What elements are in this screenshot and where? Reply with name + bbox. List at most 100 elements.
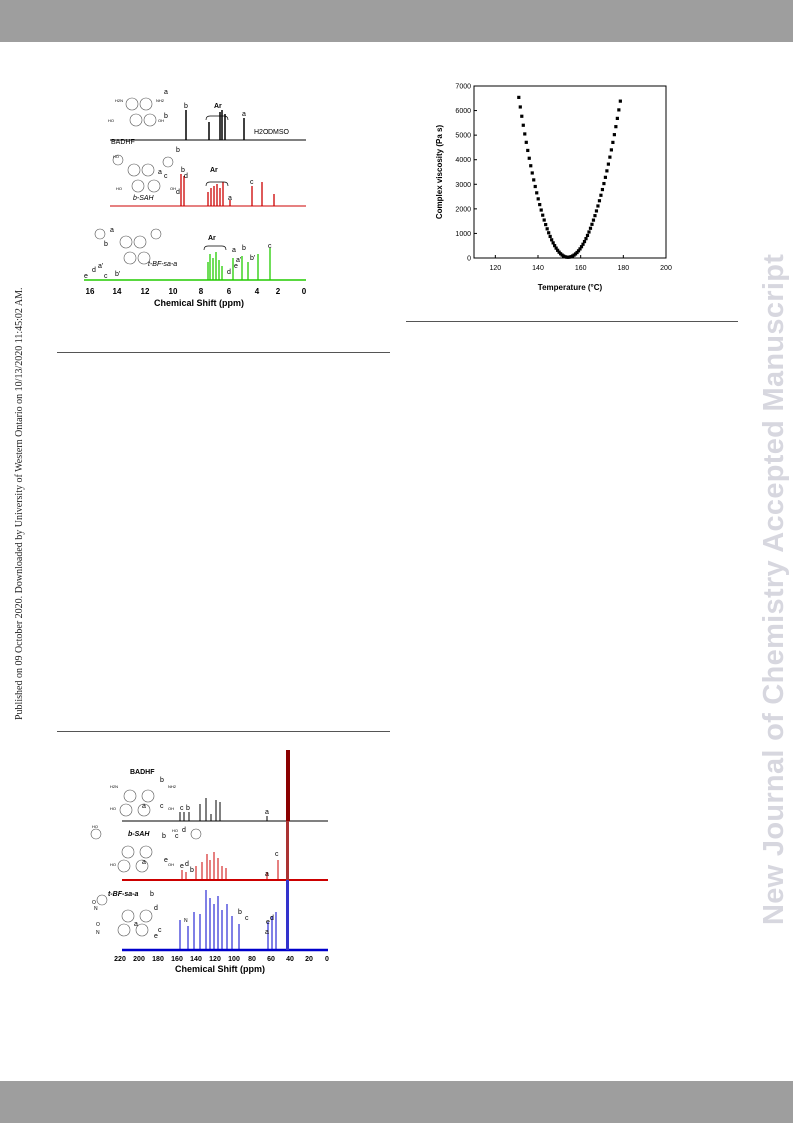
svg-text:200: 200 <box>133 956 145 963</box>
x-axis-label: Temperature (°C) <box>538 283 603 292</box>
trace-label-bsah: b-SAH <box>128 831 150 838</box>
trace-label-badhf: BADHF <box>111 139 135 146</box>
svg-text:DMSO: DMSO <box>268 129 290 136</box>
data-point <box>590 222 594 226</box>
y-tick-label: 6000 <box>455 108 471 115</box>
page-footer-bar <box>0 1081 793 1123</box>
h-nmr-figure: BADHF H2N NH2 HO OH a b b Ar a H2O DMSO … <box>84 89 307 308</box>
figure-divider <box>406 321 738 322</box>
data-point <box>551 241 555 245</box>
svg-text:e: e <box>234 263 238 270</box>
svg-text:140: 140 <box>190 956 202 963</box>
svg-text:c: c <box>175 833 179 840</box>
trace-label-tbfsaa: t-BF-sa-a <box>148 261 177 268</box>
svg-text:d: d <box>185 861 189 868</box>
data-point <box>520 114 524 118</box>
svg-text:HO: HO <box>108 118 114 123</box>
x-tick-label: 200 <box>660 265 672 272</box>
svg-text:d: d <box>270 915 274 922</box>
data-point <box>588 226 593 230</box>
svg-text:a: a <box>242 111 246 118</box>
data-point <box>542 218 546 222</box>
svg-text:NH2: NH2 <box>156 98 165 103</box>
svg-text:HO: HO <box>110 806 116 811</box>
journal-watermark: New Journal of Chemistry Accepted Manusc… <box>752 195 792 925</box>
svg-text:b: b <box>186 805 190 812</box>
data-point <box>614 125 618 129</box>
data-point <box>609 148 613 152</box>
data-point <box>553 244 557 248</box>
data-point <box>581 242 585 246</box>
data-point <box>538 203 542 207</box>
svg-text:c: c <box>268 243 272 250</box>
data-point <box>608 155 612 159</box>
svg-text:a: a <box>164 89 168 96</box>
data-point <box>584 237 588 241</box>
journal-watermark-text: New Journal of Chemistry Accepted Manusc… <box>758 253 790 925</box>
svg-text:N: N <box>94 906 98 912</box>
svg-text:40: 40 <box>286 956 294 963</box>
x-tick-label: 160 <box>575 265 587 272</box>
svg-text:a': a' <box>98 263 103 270</box>
svg-text:120: 120 <box>209 956 221 963</box>
svg-text:180: 180 <box>152 956 164 963</box>
svg-text:b: b <box>162 833 166 840</box>
trace-label-badhf: BADHF <box>130 769 155 776</box>
dmso-peak <box>286 821 289 880</box>
svg-text:Ar: Ar <box>208 235 216 242</box>
svg-text:O: O <box>92 900 96 906</box>
svg-text:b: b <box>238 909 242 916</box>
data-point <box>582 239 587 244</box>
svg-text:12: 12 <box>141 287 150 296</box>
svg-text:Ar: Ar <box>214 103 222 110</box>
svg-text:b: b <box>190 867 194 874</box>
y-tick-label: 2000 <box>455 206 471 213</box>
svg-text:c: c <box>160 803 164 810</box>
page-header-bar <box>0 0 793 42</box>
svg-text:80: 80 <box>248 956 256 963</box>
svg-text:d: d <box>154 905 158 912</box>
data-point <box>539 208 543 212</box>
trace-label-tbfsaa: t-BF-sa-a <box>108 891 138 898</box>
svg-text:b: b <box>181 167 185 174</box>
data-point <box>541 213 545 217</box>
svg-text:a: a <box>265 809 269 816</box>
svg-text:6: 6 <box>227 287 232 296</box>
data-point <box>523 132 527 136</box>
svg-text:16: 16 <box>86 287 95 296</box>
data-point <box>585 233 590 238</box>
svg-text:c: c <box>245 915 249 922</box>
dmso-peak <box>286 750 290 821</box>
svg-text:d: d <box>184 173 188 180</box>
svg-text:e: e <box>154 933 158 940</box>
y-axis-label: Complex viscosity (Pa s) <box>435 125 444 220</box>
publication-note-text: Published on 09 October 2020. Downloaded… <box>14 287 25 721</box>
data-point <box>593 214 597 218</box>
data-point <box>548 234 552 239</box>
y-tick-label: 4000 <box>455 157 471 164</box>
svg-text:b: b <box>104 241 108 248</box>
data-point <box>599 193 603 197</box>
svg-text:OH: OH <box>170 186 176 191</box>
data-point <box>521 123 525 127</box>
figure-divider <box>57 731 390 732</box>
data-point <box>611 140 615 144</box>
svg-text:b: b <box>150 891 154 898</box>
svg-text:b: b <box>184 103 188 110</box>
y-tick-label: 5000 <box>455 133 471 140</box>
svg-text:a: a <box>265 871 269 878</box>
svg-text:c: c <box>250 179 254 186</box>
data-point <box>603 175 608 179</box>
svg-text:4: 4 <box>255 287 260 296</box>
data-point <box>526 148 530 153</box>
svg-text:e: e <box>164 857 168 864</box>
svg-text:b: b <box>160 777 164 784</box>
data-point <box>545 227 549 231</box>
y-tick-label: 3000 <box>455 182 471 189</box>
x-tick-label: 180 <box>617 265 629 272</box>
data-point <box>579 245 584 249</box>
svg-text:H2N: H2N <box>115 98 123 103</box>
svg-text:NH2: NH2 <box>168 784 177 789</box>
x-tick-label: 140 <box>532 265 544 272</box>
data-point <box>606 162 610 166</box>
